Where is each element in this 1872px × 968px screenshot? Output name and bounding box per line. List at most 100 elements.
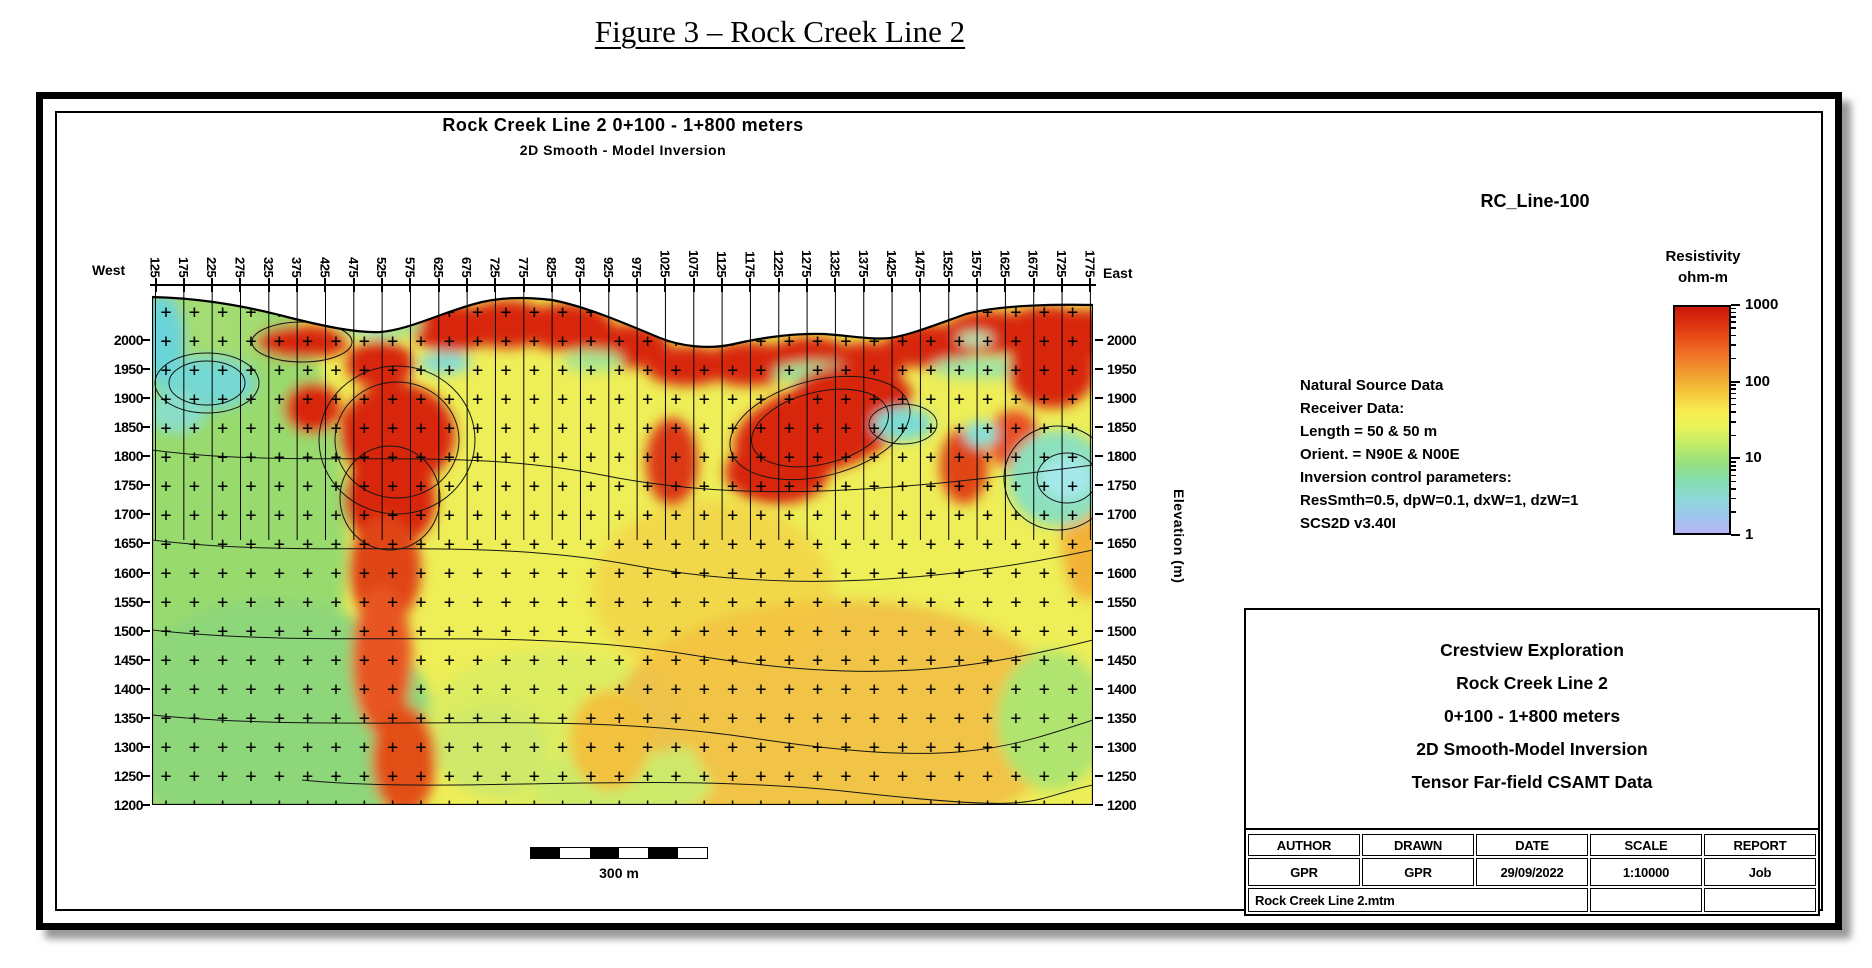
station-tick (579, 278, 582, 292)
station-tick (636, 278, 639, 292)
elevation-label-right: 1750 (1107, 477, 1137, 494)
title-block-table: AUTHOR DRAWN DATE SCALE REPORT GPR GPR 29/09/20… (1246, 832, 1818, 914)
elevation-label-right: 1950 (1107, 361, 1137, 378)
elevation-label-right: 1600 (1107, 564, 1137, 581)
station-tick (522, 278, 525, 292)
station-tick (834, 278, 837, 292)
station-label: 1575 (969, 250, 985, 277)
colorbar-minor-tick (1731, 307, 1736, 310)
elevation-label-left: 1350 (113, 709, 144, 726)
section-outline (152, 295, 1093, 805)
station-tick (352, 278, 355, 292)
annotation-line: Receiver Data: (1300, 400, 1405, 417)
elevation-label-right: 1250 (1107, 767, 1137, 784)
colorbar-minor-tick (1731, 411, 1736, 413)
elevation-label-left: 1700 (113, 506, 144, 523)
west-label: West (92, 262, 126, 278)
elevation-label-left: 1250 (113, 767, 144, 784)
station-label: 125 (147, 256, 163, 277)
station-label: 825 (544, 256, 560, 277)
station-tick (947, 278, 950, 292)
station-tick (381, 278, 384, 292)
colorbar-tick-label: 100 (1745, 372, 1771, 390)
elevation-tick-left (142, 658, 150, 661)
elevation-tick-left (142, 397, 150, 400)
colorbar-major-tick (1731, 534, 1740, 536)
east-label: East (1103, 265, 1133, 281)
station-tick (976, 278, 979, 292)
elevation-label-right: 1500 (1107, 622, 1137, 639)
station-label: 1375 (855, 250, 871, 277)
station-tick (494, 278, 497, 292)
station-label: 1675 (1025, 250, 1041, 277)
elevation-label-right: 1350 (1107, 709, 1137, 726)
station-label: 475 (345, 256, 361, 277)
colorbar-minor-tick (1731, 357, 1736, 360)
elevation-tick-right (1095, 368, 1103, 371)
colorbar-minor-tick (1731, 311, 1736, 314)
resistivity-section (152, 286, 1093, 805)
station-label: 1175 (742, 250, 758, 277)
annotation-line: SCS2D v3.40I (1300, 515, 1396, 532)
station-axis-line (150, 284, 1096, 286)
station-label: 725 (487, 256, 503, 277)
station-tick (154, 278, 157, 292)
station-label: 225 (204, 256, 220, 277)
elevation-label-right: 1700 (1107, 506, 1137, 523)
table-footer-empty-cell (1590, 888, 1702, 912)
station-label: 975 (629, 256, 645, 277)
station-label: 625 (430, 256, 446, 277)
elevation-tick-right (1095, 455, 1103, 458)
elevation-tick-right (1095, 513, 1103, 516)
colorbar-minor-tick (1731, 334, 1736, 337)
elevation-label-left: 2000 (113, 332, 144, 348)
colorbar-units: ohm-m (1678, 269, 1728, 286)
station-tick (324, 278, 327, 292)
station-label: 1425 (884, 250, 900, 277)
colorbar-minor-tick (1731, 321, 1736, 323)
elevation-label-right: 1450 (1107, 651, 1137, 668)
elevation-label-right: 1400 (1107, 680, 1137, 697)
table-footer-file-cell: Rock Creek Line 2.mtm (1248, 888, 1588, 912)
station-label: 375 (289, 256, 305, 277)
station-label: 1325 (827, 250, 843, 277)
scale-bar (530, 847, 708, 859)
station-label: 1025 (657, 250, 673, 277)
station-tick (239, 278, 242, 292)
station-tick (664, 278, 667, 292)
scale-bar-segment (589, 848, 619, 858)
elevation-label-left: 1300 (113, 738, 144, 755)
annotation-line: Orient. = N90E & N00E (1300, 446, 1460, 463)
colorbar-minor-tick (1731, 465, 1736, 467)
table-value-cell: GPR (1248, 858, 1360, 886)
station-label: 1775 (1082, 250, 1098, 277)
elevation-tick-left (142, 804, 150, 806)
station-label: 1725 (1054, 250, 1070, 277)
elevation-tick-right (1095, 687, 1103, 690)
elevation-label-right: 1800 (1107, 448, 1137, 465)
station-tick (437, 278, 440, 292)
colorbar-minor-tick (1731, 384, 1736, 386)
station-tick (891, 278, 894, 292)
scale-bar-segment (618, 848, 649, 858)
elevation-tick-right (1095, 426, 1103, 429)
elevation-tick-right (1095, 629, 1103, 632)
station-tick (749, 278, 752, 292)
colorbar-minor-tick (1731, 469, 1736, 471)
inner-border (55, 111, 1823, 911)
station-lines (155, 286, 1091, 540)
elevation-axis-label: Elevation (m) (1171, 489, 1187, 584)
station-tick (1061, 278, 1064, 292)
colorbar-minor-tick (1731, 421, 1736, 423)
station-label: 325 (260, 256, 276, 277)
elevation-label-right: 1900 (1107, 390, 1137, 407)
station-tick (211, 278, 214, 292)
station-tick (551, 278, 554, 292)
station-label: 1125 (714, 250, 730, 277)
scale-bar-segment (531, 848, 561, 858)
scale-bar-segment (677, 848, 707, 858)
title-block-line: Rock Creek Line 2 (1456, 673, 1608, 693)
elevation-tick-right (1095, 397, 1103, 400)
elevation-tick-right (1095, 774, 1103, 777)
elevation-tick-left (142, 455, 150, 458)
